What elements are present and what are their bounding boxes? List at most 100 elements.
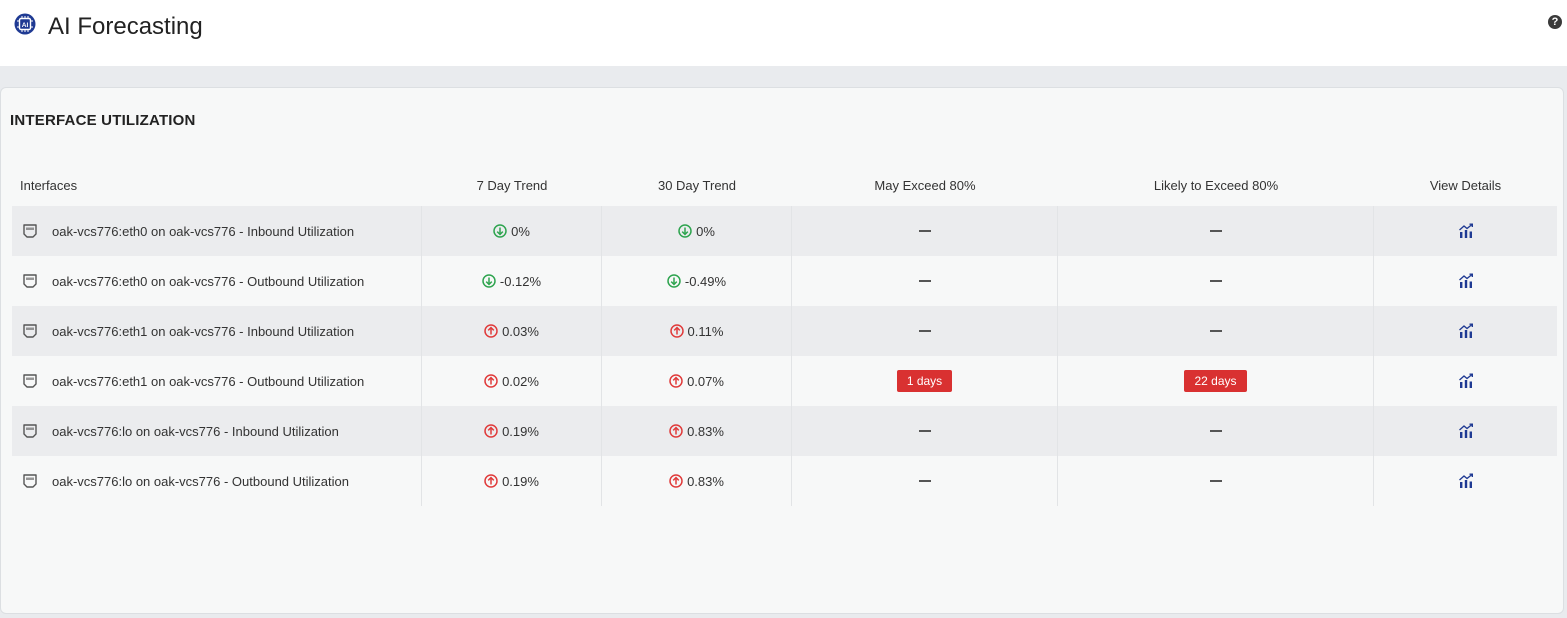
- arrow-up-circle-icon: [669, 374, 683, 388]
- trend-value: 0.02%: [484, 374, 539, 389]
- likely-exceed-cell: [1058, 306, 1374, 356]
- ethernet-port-icon: [23, 274, 37, 288]
- may-exceed-cell: [792, 456, 1058, 506]
- 30-day-trend-cell: 0.83%: [602, 406, 792, 456]
- column-header-30-day-trend[interactable]: 30 Day Trend: [657, 178, 737, 193]
- trend-percent: 0.03%: [502, 323, 539, 339]
- view-details-cell: [1374, 306, 1557, 356]
- 7-day-trend-cell: 0.02%: [422, 356, 602, 406]
- interface-name: oak-vcs776:eth1 on oak-vcs776 - Outbound…: [52, 373, 365, 389]
- table-row: oak-vcs776:eth1 on oak-vcs776 - Outbound…: [12, 356, 1557, 406]
- trend-value: 0%: [678, 224, 715, 239]
- interface-cell: oak-vcs776:eth1 on oak-vcs776 - Inbound …: [12, 306, 422, 356]
- trend-percent: 0%: [696, 223, 715, 239]
- interface-name: oak-vcs776:eth1 on oak-vcs776 - Inbound …: [52, 323, 355, 339]
- column-header-may-exceed[interactable]: May Exceed 80%: [874, 178, 976, 193]
- 7-day-trend-cell: 0.19%: [422, 456, 602, 506]
- trend-percent: 0%: [511, 223, 530, 239]
- panel-title: INTERFACE UTILIZATION: [10, 112, 196, 129]
- chart-trend-icon[interactable]: [1458, 223, 1474, 239]
- view-details-cell: [1374, 406, 1557, 456]
- arrow-up-circle-icon: [669, 474, 683, 488]
- top-bar: AI AI Forecasting ?: [0, 0, 1567, 66]
- table-row: oak-vcs776:eth0 on oak-vcs776 - Outbound…: [12, 256, 1557, 306]
- trend-percent: 0.83%: [687, 423, 724, 439]
- interface-name: oak-vcs776:lo on oak-vcs776 - Inbound Ut…: [52, 423, 339, 439]
- arrow-up-circle-icon: [669, 324, 684, 338]
- interface-name: oak-vcs776:lo on oak-vcs776 - Outbound U…: [52, 473, 349, 489]
- ethernet-port-icon: [23, 324, 37, 338]
- interface-name: oak-vcs776:eth0 on oak-vcs776 - Inbound …: [52, 223, 355, 239]
- trend-percent: -0.12%: [499, 273, 542, 289]
- arrow-down-circle-icon: [667, 274, 681, 288]
- column-header-view-details: View Details: [1429, 178, 1502, 193]
- no-value-dash: [1209, 480, 1222, 482]
- no-value-dash: [1209, 430, 1222, 432]
- view-details-cell: [1374, 456, 1557, 506]
- may-exceed-cell: 1 days: [792, 356, 1058, 406]
- ethernet-port-icon: [23, 374, 37, 388]
- column-header-interfaces[interactable]: Interfaces: [20, 178, 78, 193]
- no-value-dash: [918, 430, 931, 432]
- arrow-up-circle-icon: [669, 424, 683, 438]
- ethernet-port-icon: [23, 474, 37, 488]
- arrow-up-circle-icon: [484, 474, 498, 488]
- ethernet-port-icon: [23, 424, 37, 438]
- trend-percent: 0.07%: [687, 373, 724, 389]
- no-value-dash: [1209, 230, 1222, 232]
- interface-cell: oak-vcs776:eth0 on oak-vcs776 - Outbound…: [12, 256, 422, 306]
- interface-cell: oak-vcs776:eth1 on oak-vcs776 - Outbound…: [12, 356, 422, 406]
- trend-value: -0.49%: [667, 274, 726, 289]
- trend-percent: 0.19%: [502, 423, 539, 439]
- 30-day-trend-cell: 0.07%: [602, 356, 792, 406]
- interface-utilization-panel: INTERFACE UTILIZATION Interfaces 7 Day T…: [0, 87, 1564, 614]
- trend-percent: 0.11%: [687, 323, 724, 339]
- may-exceed-cell: [792, 306, 1058, 356]
- 7-day-trend-cell: 0.19%: [422, 406, 602, 456]
- question-icon[interactable]: ?: [1548, 15, 1562, 29]
- likely-exceed-cell: [1058, 256, 1374, 306]
- chart-trend-icon[interactable]: [1458, 473, 1474, 489]
- column-header-7-day-trend[interactable]: 7 Day Trend: [476, 178, 548, 193]
- table-row: oak-vcs776:lo on oak-vcs776 - Outbound U…: [12, 456, 1557, 506]
- chart-trend-icon[interactable]: [1458, 373, 1474, 389]
- arrow-down-circle-icon: [493, 224, 507, 238]
- 30-day-trend-cell: 0.83%: [602, 456, 792, 506]
- table-row: oak-vcs776:lo on oak-vcs776 - Inbound Ut…: [12, 406, 1557, 456]
- likely-exceed-cell: [1058, 206, 1374, 256]
- no-value-dash: [918, 230, 931, 232]
- table-body: oak-vcs776:eth0 on oak-vcs776 - Inbound …: [12, 206, 1557, 506]
- 30-day-trend-cell: -0.49%: [602, 256, 792, 306]
- chart-trend-icon[interactable]: [1458, 273, 1474, 289]
- no-value-dash: [918, 280, 931, 282]
- svg-text:AI: AI: [22, 22, 29, 29]
- trend-percent: 0.83%: [687, 473, 724, 489]
- arrow-up-circle-icon: [484, 424, 498, 438]
- exceed-days-badge: 1 days: [896, 370, 953, 392]
- arrow-up-circle-icon: [484, 374, 498, 388]
- arrow-down-circle-icon: [482, 274, 496, 288]
- table-header: Interfaces 7 Day Trend 30 Day Trend May …: [12, 168, 1557, 206]
- view-details-cell: [1374, 356, 1557, 406]
- trend-value: 0.03%: [484, 324, 539, 339]
- trend-value: 0.19%: [484, 474, 539, 489]
- trend-value: 0.83%: [669, 474, 724, 489]
- may-exceed-cell: [792, 406, 1058, 456]
- 30-day-trend-cell: 0%: [602, 206, 792, 256]
- trend-value: 0.19%: [484, 424, 539, 439]
- trend-value: -0.12%: [482, 274, 541, 289]
- chart-trend-icon[interactable]: [1458, 323, 1474, 339]
- 7-day-trend-cell: -0.12%: [422, 256, 602, 306]
- no-value-dash: [1209, 280, 1222, 282]
- trend-value: 0.07%: [669, 374, 724, 389]
- likely-exceed-cell: [1058, 406, 1374, 456]
- no-value-dash: [1209, 330, 1222, 332]
- trend-percent: 0.02%: [502, 373, 539, 389]
- arrow-up-circle-icon: [484, 324, 498, 338]
- likely-exceed-cell: [1058, 456, 1374, 506]
- exceed-days-badge: 22 days: [1184, 370, 1247, 392]
- page-title: AI Forecasting: [48, 13, 203, 40]
- column-header-likely-exceed[interactable]: Likely to Exceed 80%: [1153, 178, 1279, 193]
- ai-chip-icon: AI: [14, 13, 36, 35]
- chart-trend-icon[interactable]: [1458, 423, 1474, 439]
